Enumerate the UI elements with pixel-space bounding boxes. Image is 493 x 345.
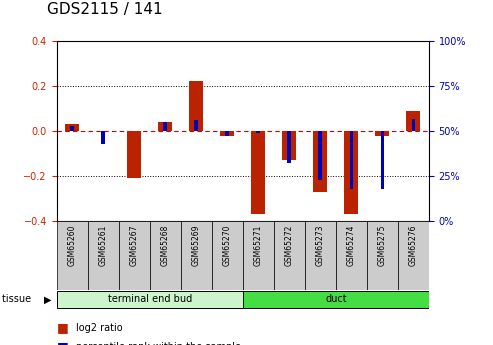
Text: GSM65271: GSM65271 (254, 224, 263, 266)
Bar (398, 221, 429, 290)
Bar (150, 221, 181, 290)
Text: GSM65272: GSM65272 (285, 224, 294, 266)
Bar (274, 221, 305, 290)
Bar (225, 131, 229, 137)
Bar (243, 221, 274, 290)
Bar (65, 125, 79, 131)
Bar (256, 131, 260, 133)
Bar (314, 131, 327, 192)
Text: ■: ■ (57, 321, 69, 334)
Text: GSM65276: GSM65276 (409, 224, 418, 266)
Bar (375, 131, 389, 136)
Text: GSM65269: GSM65269 (192, 224, 201, 266)
Bar (282, 131, 296, 160)
Bar (367, 221, 398, 290)
Bar (243, 291, 429, 308)
Text: percentile rank within the sample: percentile rank within the sample (76, 342, 242, 345)
Bar (350, 131, 353, 188)
Bar (220, 131, 234, 136)
Text: GSM65268: GSM65268 (161, 224, 170, 266)
Bar (57, 221, 88, 290)
Text: GSM65267: GSM65267 (130, 224, 139, 266)
Text: GSM65273: GSM65273 (316, 224, 325, 266)
Bar (305, 221, 336, 290)
Text: GSM65261: GSM65261 (99, 224, 108, 266)
Bar (336, 221, 367, 290)
Text: terminal end bud: terminal end bud (107, 294, 192, 304)
Bar (88, 221, 119, 290)
Text: GSM65275: GSM65275 (378, 224, 387, 266)
Bar (345, 131, 358, 214)
Text: tissue: tissue (2, 294, 35, 304)
Bar (251, 131, 265, 214)
Bar (119, 221, 150, 290)
Bar (102, 131, 105, 144)
Bar (189, 81, 203, 131)
Bar (212, 221, 243, 290)
Bar (381, 131, 384, 188)
Bar (158, 122, 172, 131)
Text: ■: ■ (57, 340, 69, 345)
Text: duct: duct (325, 294, 347, 304)
Text: ▶: ▶ (44, 294, 52, 304)
Bar (70, 126, 74, 131)
Text: GSM65270: GSM65270 (223, 224, 232, 266)
Bar (318, 131, 322, 179)
Bar (163, 122, 167, 131)
Bar (412, 119, 415, 131)
Bar (127, 131, 141, 178)
Text: GSM65274: GSM65274 (347, 224, 356, 266)
Text: log2 ratio: log2 ratio (76, 323, 123, 333)
Bar (57, 291, 243, 308)
Bar (287, 131, 291, 164)
Bar (406, 111, 421, 131)
Text: GDS2115 / 141: GDS2115 / 141 (47, 2, 163, 17)
Bar (194, 120, 198, 131)
Text: GSM65260: GSM65260 (68, 224, 77, 266)
Bar (181, 221, 212, 290)
